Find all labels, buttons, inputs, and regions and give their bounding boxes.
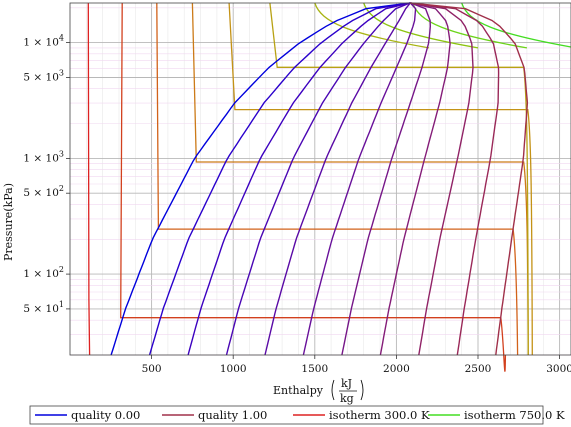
x-axis-label: Enthalpy (273, 384, 324, 397)
legend-label: quality 0.00 (71, 408, 140, 422)
y-axis-label: Pressure (2, 212, 15, 261)
isotherm-350k-line (120, 2, 507, 372)
y-axis-title: Pressure(kPa) (2, 183, 15, 261)
isotherm-550k-line (269, 2, 529, 356)
quality-0.00-line (110, 2, 411, 356)
x-unit-denominator: kg (340, 392, 354, 405)
isotherm-300k-line (87, 2, 91, 356)
x-tick-label: 2000 (383, 363, 410, 375)
quality-0.40-line (264, 2, 411, 356)
x-unit-left-paren (331, 379, 335, 401)
legend-label: isotherm 750.0 K (464, 408, 565, 422)
quality-0.20-line (187, 2, 411, 356)
y-tick-label: 1 × 104 (23, 34, 64, 49)
grid (70, 3, 571, 356)
y-tick-label: 5 × 102 (23, 184, 64, 199)
x-unit-right-paren (360, 379, 364, 401)
legend-box (29, 405, 544, 425)
isotherm-500k-line (228, 2, 533, 356)
y-tick-label: 1 × 102 (23, 265, 64, 280)
legend: quality 0.00 quality 1.00 isotherm 300.0 K… (29, 405, 565, 425)
legend-label: quality 1.00 (198, 408, 267, 422)
isotherm-600k-line (314, 2, 430, 49)
x-tick-label: 2500 (465, 363, 492, 375)
quality-0.70-line (379, 2, 451, 356)
y-tick-label: 5 × 101 (23, 300, 64, 315)
quality-1.00-line (410, 2, 529, 356)
quality-0.10-line (148, 2, 411, 356)
x-unit-numerator: kJ (341, 377, 352, 390)
isotherm-400k-line (156, 2, 519, 356)
svg-text:Pressure(kPa): Pressure(kPa) (2, 183, 15, 261)
x-tick-label: 1000 (220, 363, 247, 375)
y-tick-label: 1 × 103 (23, 149, 64, 164)
series-layer (87, 2, 571, 372)
quality-0.30-line (225, 2, 411, 356)
quality-0.80-line (410, 2, 474, 356)
x-tick-label: 1500 (301, 363, 328, 375)
x-tick-label: 3000 (546, 363, 571, 375)
y-axis-unit: kPa (2, 187, 15, 208)
x-axis-title: Enthalpy kJ kg (273, 377, 364, 405)
legend-label: isotherm 300.0 K (329, 408, 430, 422)
quality-0.50-line (302, 2, 417, 356)
plot-frame (69, 2, 571, 356)
quality-lines (110, 2, 529, 356)
isotherm-650k-line (363, 2, 479, 49)
x-tick-label: 500 (142, 363, 162, 375)
quality-0.60-line (341, 2, 432, 356)
quality-0.90-line (410, 2, 500, 356)
y-tick-label: 5 × 103 (23, 69, 64, 84)
ticks: 500 1000 1500 2000 2500 3000 5 × 101 1 × 102 5 ×… (23, 34, 571, 375)
